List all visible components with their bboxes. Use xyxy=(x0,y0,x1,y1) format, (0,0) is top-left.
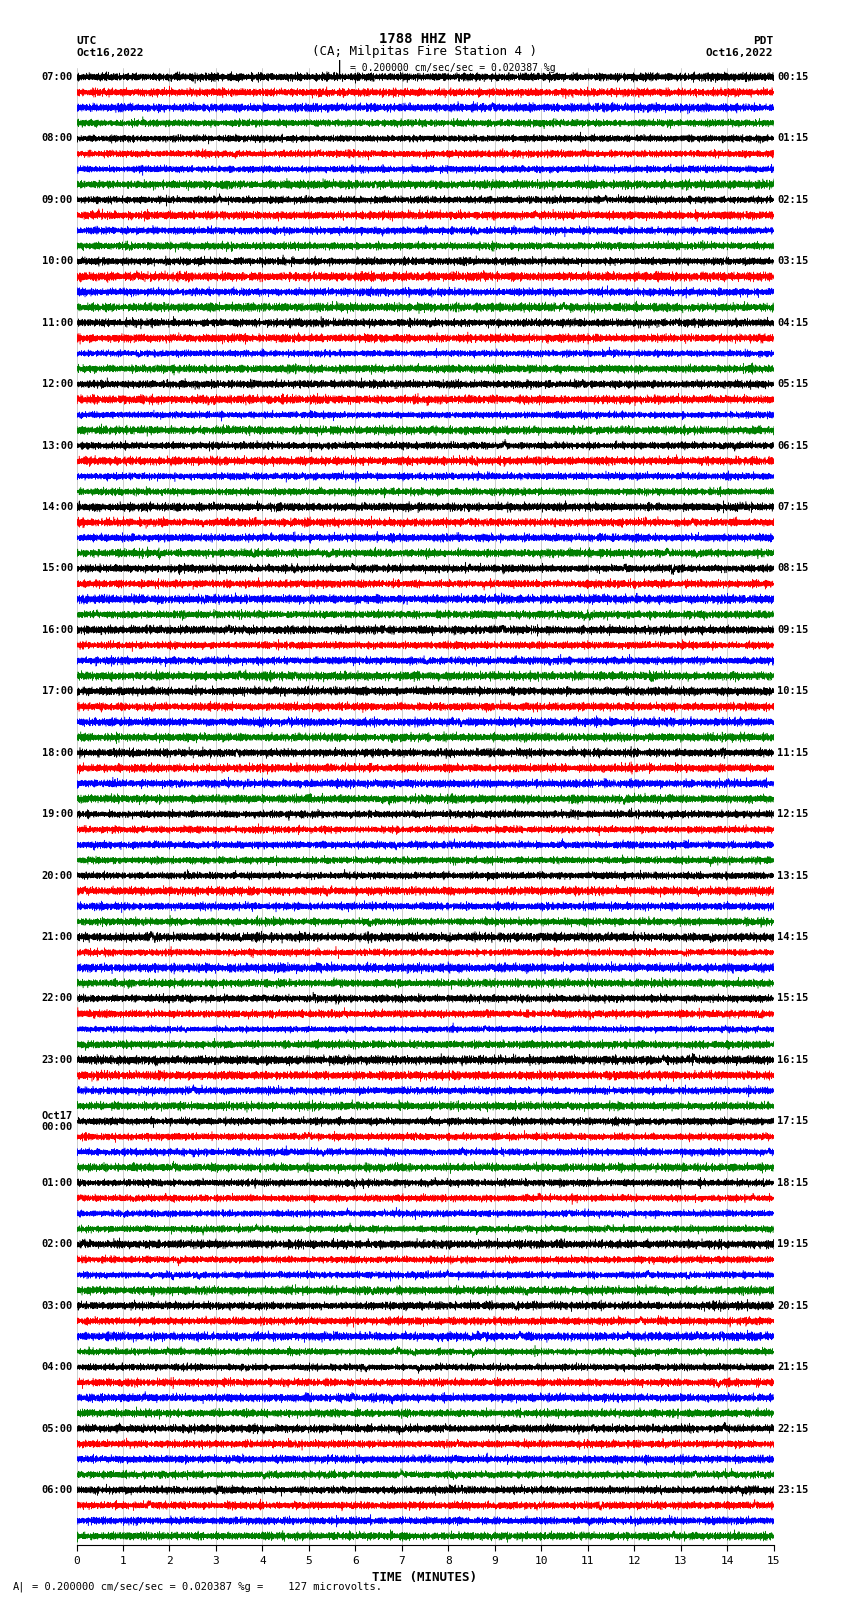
Text: 10:15: 10:15 xyxy=(777,686,808,697)
Text: 16:15: 16:15 xyxy=(777,1055,808,1065)
Text: 23:15: 23:15 xyxy=(777,1486,808,1495)
Text: (CA; Milpitas Fire Station 4 ): (CA; Milpitas Fire Station 4 ) xyxy=(313,45,537,58)
Text: PDT: PDT xyxy=(753,35,774,45)
Text: 03:15: 03:15 xyxy=(777,256,808,266)
Text: 00:15: 00:15 xyxy=(777,73,808,82)
Text: 06:15: 06:15 xyxy=(777,440,808,450)
Text: 20:15: 20:15 xyxy=(777,1300,808,1311)
Text: 19:00: 19:00 xyxy=(42,810,73,819)
Text: = 0.200000 cm/sec/sec = 0.020387 %g: = 0.200000 cm/sec/sec = 0.020387 %g xyxy=(350,63,556,73)
Text: 05:00: 05:00 xyxy=(42,1424,73,1434)
Text: 03:00: 03:00 xyxy=(42,1300,73,1311)
Text: 09:15: 09:15 xyxy=(777,624,808,636)
Text: 20:00: 20:00 xyxy=(42,871,73,881)
Text: UTC: UTC xyxy=(76,35,97,45)
Text: |: | xyxy=(336,60,344,76)
Text: 21:15: 21:15 xyxy=(777,1361,808,1373)
Text: 13:00: 13:00 xyxy=(42,440,73,450)
Text: 07:15: 07:15 xyxy=(777,502,808,511)
Text: Oct16,2022: Oct16,2022 xyxy=(706,48,774,58)
Text: 11:00: 11:00 xyxy=(42,318,73,327)
Text: 22:00: 22:00 xyxy=(42,994,73,1003)
Text: 21:00: 21:00 xyxy=(42,932,73,942)
Text: 17:15: 17:15 xyxy=(777,1116,808,1126)
Text: 01:15: 01:15 xyxy=(777,134,808,144)
Text: 15:00: 15:00 xyxy=(42,563,73,574)
Text: Oct16,2022: Oct16,2022 xyxy=(76,48,144,58)
Text: 04:15: 04:15 xyxy=(777,318,808,327)
Text: 14:15: 14:15 xyxy=(777,932,808,942)
X-axis label: TIME (MINUTES): TIME (MINUTES) xyxy=(372,1571,478,1584)
Text: 13:15: 13:15 xyxy=(777,871,808,881)
Text: 16:00: 16:00 xyxy=(42,624,73,636)
Text: 12:00: 12:00 xyxy=(42,379,73,389)
Text: Oct17
00:00: Oct17 00:00 xyxy=(42,1111,73,1132)
Text: 10:00: 10:00 xyxy=(42,256,73,266)
Text: 22:15: 22:15 xyxy=(777,1424,808,1434)
Text: 14:00: 14:00 xyxy=(42,502,73,511)
Text: 08:15: 08:15 xyxy=(777,563,808,574)
Text: 04:00: 04:00 xyxy=(42,1361,73,1373)
Text: 15:15: 15:15 xyxy=(777,994,808,1003)
Text: 07:00: 07:00 xyxy=(42,73,73,82)
Text: 19:15: 19:15 xyxy=(777,1239,808,1248)
Text: 17:00: 17:00 xyxy=(42,686,73,697)
Text: 11:15: 11:15 xyxy=(777,748,808,758)
Text: = 0.200000 cm/sec/sec = 0.020387 %g =    127 microvolts.: = 0.200000 cm/sec/sec = 0.020387 %g = 12… xyxy=(32,1582,383,1592)
Text: 02:15: 02:15 xyxy=(777,195,808,205)
Text: 18:00: 18:00 xyxy=(42,748,73,758)
Text: 23:00: 23:00 xyxy=(42,1055,73,1065)
Text: A|: A| xyxy=(13,1582,26,1592)
Text: 02:00: 02:00 xyxy=(42,1239,73,1248)
Text: 09:00: 09:00 xyxy=(42,195,73,205)
Text: 01:00: 01:00 xyxy=(42,1177,73,1187)
Text: 18:15: 18:15 xyxy=(777,1177,808,1187)
Text: 08:00: 08:00 xyxy=(42,134,73,144)
Text: 12:15: 12:15 xyxy=(777,810,808,819)
Text: 1788 HHZ NP: 1788 HHZ NP xyxy=(379,32,471,45)
Text: 05:15: 05:15 xyxy=(777,379,808,389)
Text: 06:00: 06:00 xyxy=(42,1486,73,1495)
